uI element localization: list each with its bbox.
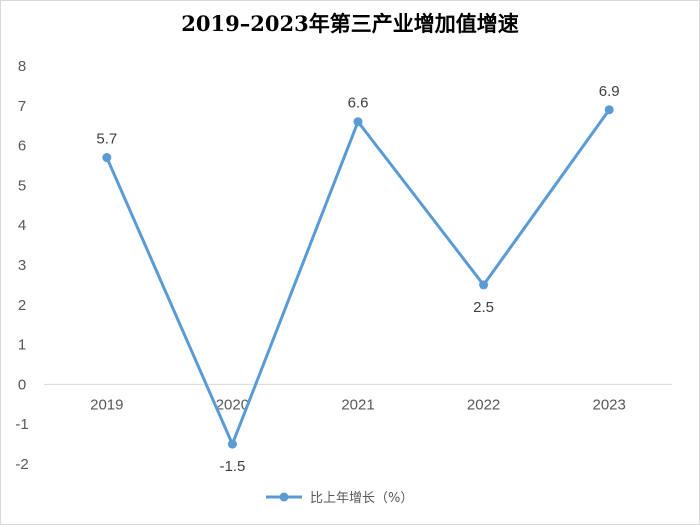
data-label: 5.7	[96, 131, 117, 148]
data-label: 6.6	[348, 95, 369, 112]
data-point	[353, 117, 363, 127]
data-point	[102, 153, 112, 163]
legend-label: 比上年增长（%）	[310, 491, 413, 506]
y-tick-label: 2	[18, 297, 26, 314]
legend-marker	[279, 492, 289, 502]
y-tick-label: 7	[18, 98, 26, 115]
y-tick-label: 4	[18, 217, 26, 234]
x-tick-label: 2021	[341, 396, 374, 413]
y-tick-label: 5	[18, 177, 26, 194]
data-point	[479, 280, 489, 290]
data-label: 2.5	[473, 299, 494, 316]
x-tick-label: 2023	[593, 396, 626, 413]
y-tick-label: -1	[15, 416, 28, 433]
y-tick-label: 6	[18, 138, 26, 155]
data-label: 6.9	[599, 83, 620, 100]
data-label: -1.5	[219, 458, 245, 475]
y-tick-label: 8	[18, 58, 26, 75]
data-point	[604, 105, 614, 115]
data-point	[227, 439, 237, 449]
x-tick-label: 2019	[90, 396, 123, 413]
chart-title: 2019–2023年第三产业增加值增速	[181, 11, 519, 36]
y-tick-label: 0	[18, 376, 26, 393]
x-tick-label: 2022	[467, 396, 500, 413]
x-tick-label: 2020	[216, 396, 249, 413]
y-tick-label: -2	[15, 456, 28, 473]
series-line	[105, 108, 611, 446]
y-tick-label: 3	[18, 257, 26, 274]
y-tick-label: 1	[18, 337, 26, 354]
